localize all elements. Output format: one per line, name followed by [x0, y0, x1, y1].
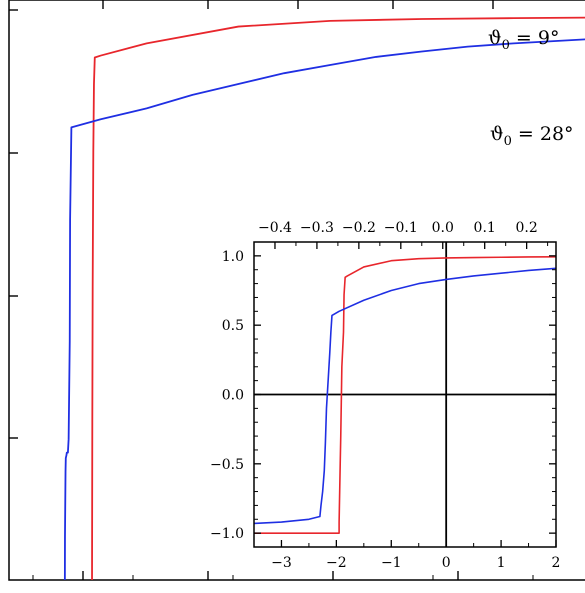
- inset-x-tick-label: 0: [442, 555, 451, 571]
- main-ticks: [9, 0, 534, 580]
- inset-curves: [253, 256, 557, 534]
- main-plot-frame: [8, 0, 585, 581]
- inset-top-x-tick-label: −0.4: [258, 220, 292, 236]
- label-28-theta: ϑ: [490, 123, 504, 145]
- label-9-subscript: 0: [502, 38, 510, 53]
- inset-y-tick-label: 0.5: [222, 318, 244, 334]
- curve-label-28deg: ϑ0 = 28°: [490, 123, 574, 149]
- inset-top-x-tick-label: 0.2: [516, 220, 538, 236]
- main-series-0-line: [91, 16, 585, 581]
- inset-series-1-line: [253, 267, 557, 525]
- inset-top-x-tick-label: 0.0: [432, 220, 454, 236]
- inset-top-x-tick-label: −0.3: [300, 220, 334, 236]
- label-28-value: = 28°: [512, 123, 574, 145]
- label-9-value: = 9°: [510, 27, 560, 49]
- main-curves: [63, 16, 585, 581]
- inset-top-x-tick-label: 0.1: [474, 220, 496, 236]
- inset-top-x-tick-label: −0.1: [384, 220, 418, 236]
- inset-chart: −3 −2 −1 0 1 2 −0.4 −0.3 −0.2 −0.1 0.0 0.1 0.2 −1.0 −0…: [210, 220, 560, 571]
- label-28-subscript: 0: [504, 134, 512, 149]
- inset-x-tick-label: 2: [552, 555, 561, 571]
- inset-reference-lines: [254, 242, 556, 547]
- inset-x-tick-label: −2: [326, 555, 347, 571]
- inset-y-tick-label: −0.5: [210, 457, 244, 473]
- inset-top-x-tick-label: −0.2: [342, 220, 376, 236]
- curve-label-9deg: ϑ0 = 9°: [488, 27, 559, 53]
- inset-series-0-line: [254, 256, 557, 534]
- inset-y-tick-label: 1.0: [222, 249, 244, 265]
- inset-x-tick-label: −3: [271, 555, 292, 571]
- inset-x-tick-label: −1: [381, 555, 402, 571]
- main-series-1-line: [63, 38, 585, 581]
- inset-tick-labels: −3 −2 −1 0 1 2 −0.4 −0.3 −0.2 −0.1 0.0 0.1 0.2 −1.0 −0…: [210, 220, 560, 571]
- inset-y-tick-label: −1.0: [210, 526, 244, 542]
- inset-y-tick-label: 0.0: [222, 388, 244, 404]
- inset-ticks: [253, 242, 557, 547]
- inset-x-tick-label: 1: [497, 555, 506, 571]
- label-9-theta: ϑ: [488, 27, 502, 49]
